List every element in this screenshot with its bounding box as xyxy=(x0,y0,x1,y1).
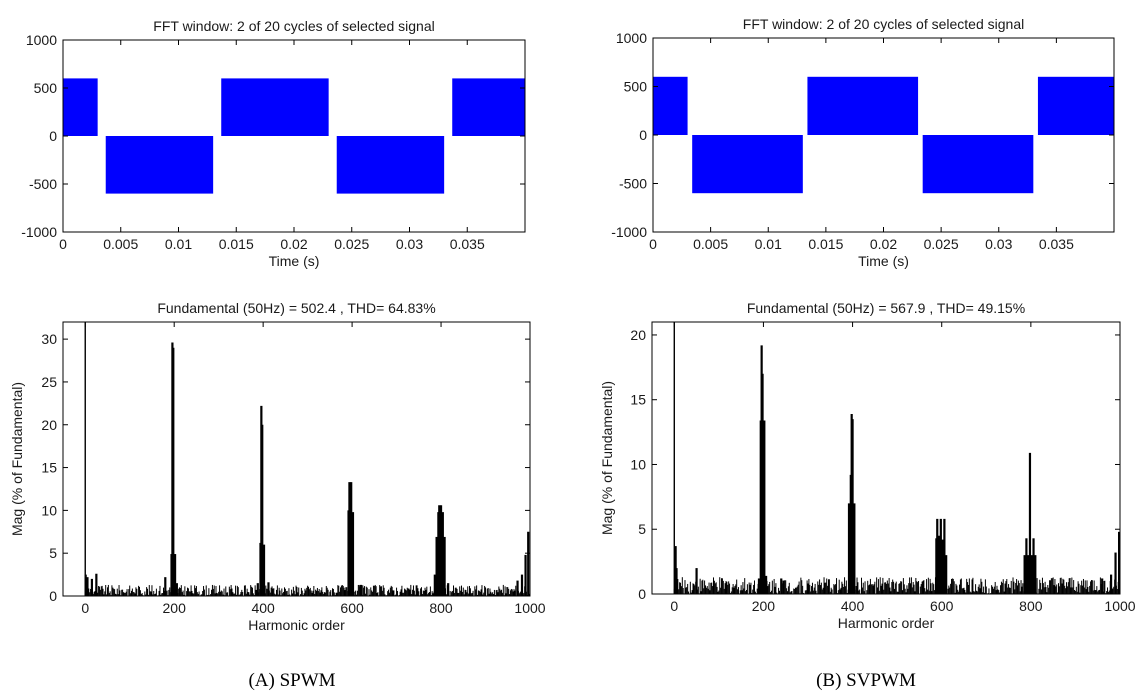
waveform-pulse xyxy=(221,78,329,136)
y-tick-label: 20 xyxy=(41,417,57,433)
x-tick-label: 0.02 xyxy=(870,236,897,252)
x-tick-label: 200 xyxy=(163,600,187,616)
x-tick-label: 600 xyxy=(930,598,954,614)
x-tick-label: 0.015 xyxy=(219,236,254,252)
x-tick-label: 400 xyxy=(251,600,275,616)
x-tick-label: 400 xyxy=(841,598,865,614)
waveform-pulse xyxy=(63,78,98,136)
y-tick-label: 10 xyxy=(630,456,646,472)
x-tick-label: 0.015 xyxy=(808,236,843,252)
x-tick-label: 0.035 xyxy=(1039,236,1074,252)
x-tick-label: 0 xyxy=(59,236,67,252)
x-tick-label: 0.035 xyxy=(450,236,485,252)
x-tick-label: 0.005 xyxy=(103,236,138,252)
y-tick-label: 1000 xyxy=(616,30,647,46)
chart-title: FFT window: 2 of 20 cycles of selected s… xyxy=(153,18,434,34)
x-tick-label: 600 xyxy=(340,600,364,616)
waveform-pulse xyxy=(105,136,214,194)
x-axis-label: Harmonic order xyxy=(248,617,345,633)
chart-title: Fundamental (50Hz) = 567.9 , THD= 49.15% xyxy=(747,300,1025,316)
plot-frame xyxy=(651,321,1121,595)
x-tick-label: 1000 xyxy=(514,600,545,616)
y-tick-label: 25 xyxy=(41,374,57,390)
x-tick-label: 0.01 xyxy=(755,236,782,252)
x-tick-label: 200 xyxy=(752,598,776,614)
x-tick-label: 1000 xyxy=(1104,598,1135,614)
y-tick-label: 20 xyxy=(630,327,646,343)
y-axis-label: Mag (% of Fundamental) xyxy=(599,381,615,535)
chart-title: FFT window: 2 of 20 cycles of selected s… xyxy=(743,16,1024,32)
x-tick-label: 800 xyxy=(429,600,453,616)
x-tick-label: 800 xyxy=(1019,598,1043,614)
y-tick-label: 10 xyxy=(41,502,57,518)
y-tick-label: 500 xyxy=(34,80,58,96)
waveform-pulse xyxy=(692,135,803,194)
x-axis-label: Time (s) xyxy=(269,253,320,269)
y-tick-label: 15 xyxy=(41,460,57,476)
y-tick-label: 0 xyxy=(49,588,57,604)
plot-frame xyxy=(62,321,531,597)
chart-title: Fundamental (50Hz) = 502.4 , THD= 64.83% xyxy=(157,300,435,316)
y-tick-label: -500 xyxy=(29,176,57,192)
x-tick-label: 0.01 xyxy=(165,236,192,252)
waveform-pulse xyxy=(807,76,919,135)
caption-right: (B) SVPWM xyxy=(816,670,916,691)
x-tick-label: 0 xyxy=(649,236,657,252)
y-tick-label: 30 xyxy=(41,331,57,347)
x-tick-label: 0.02 xyxy=(280,236,307,252)
x-tick-label: 0 xyxy=(670,598,678,614)
x-tick-label: 0.03 xyxy=(985,236,1012,252)
y-tick-label: -1000 xyxy=(21,224,57,240)
y-tick-label: 500 xyxy=(624,79,648,95)
y-tick-label: 5 xyxy=(638,521,646,537)
x-tick-label: 0.005 xyxy=(693,236,728,252)
y-tick-label: 5 xyxy=(49,545,57,561)
waveform-pulse xyxy=(922,135,1034,194)
x-axis-label: Harmonic order xyxy=(838,615,935,631)
svpwm-time-plot: FFT window: 2 of 20 cycles of selected s… xyxy=(611,16,1115,269)
caption-left: (A) SPWM xyxy=(248,670,335,691)
y-tick-label: 0 xyxy=(49,128,57,144)
y-axis-label: Mag (% of Fundamental) xyxy=(9,382,25,536)
spwm-spectrum-plot: Fundamental (50Hz) = 502.4 , THD= 64.83%… xyxy=(9,300,546,633)
spwm-time-plot: FFT window: 2 of 20 cycles of selected s… xyxy=(21,18,526,269)
x-tick-label: 0.025 xyxy=(924,236,959,252)
y-tick-label: 15 xyxy=(630,392,646,408)
x-axis-label: Time (s) xyxy=(858,253,909,269)
y-tick-label: -1000 xyxy=(611,224,647,240)
y-tick-label: 0 xyxy=(639,127,647,143)
waveform-pulse xyxy=(653,76,688,135)
waveform-pulse xyxy=(336,136,445,194)
x-tick-label: 0.03 xyxy=(396,236,423,252)
waveform-pulse xyxy=(1037,76,1114,135)
x-tick-label: 0.025 xyxy=(334,236,369,252)
y-tick-label: 0 xyxy=(638,586,646,602)
y-tick-label: -500 xyxy=(619,176,647,192)
y-tick-label: 1000 xyxy=(26,32,57,48)
waveform-pulse xyxy=(452,78,525,136)
svpwm-spectrum-plot: Fundamental (50Hz) = 567.9 , THD= 49.15%… xyxy=(599,300,1136,631)
x-tick-label: 0 xyxy=(81,600,89,616)
